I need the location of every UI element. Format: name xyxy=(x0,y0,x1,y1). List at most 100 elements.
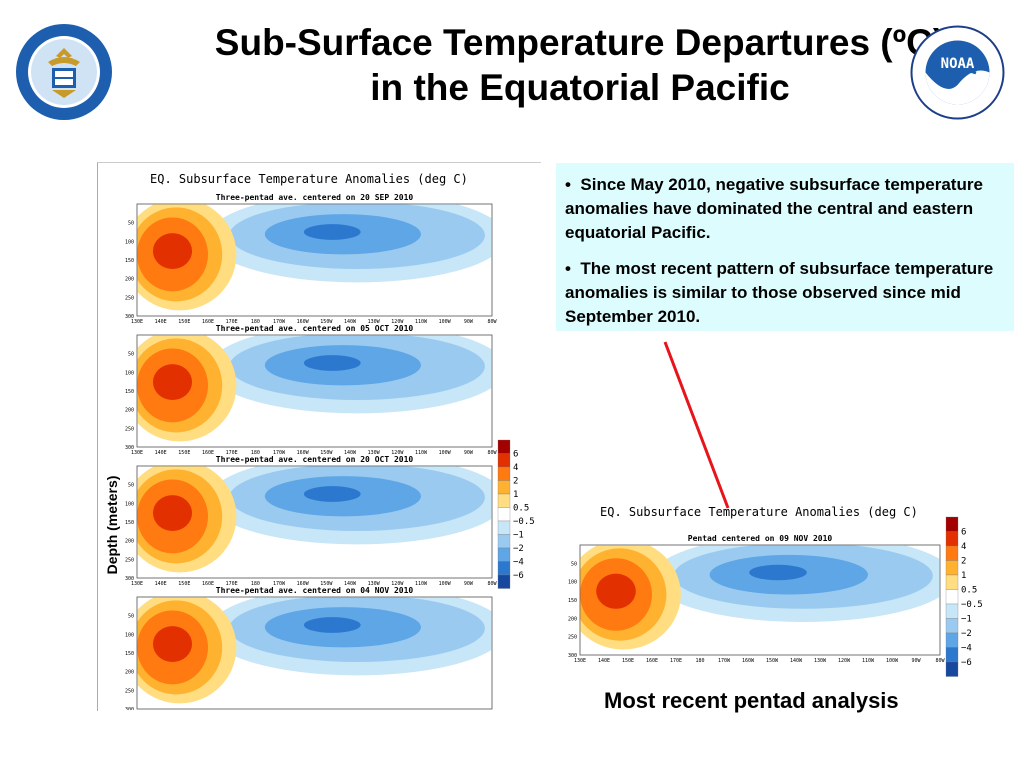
colorbar-label: −1 xyxy=(513,531,524,541)
bullet-1: • Since May 2010, negative subsurface te… xyxy=(565,173,1005,245)
commerce-seal-icon xyxy=(14,22,114,122)
depth-tick-label: 150 xyxy=(125,651,134,657)
depth-tick-label: 50 xyxy=(128,483,134,489)
longitude-tick-label: 170W xyxy=(273,581,286,587)
heatmap-3: Three-pentad ave. centered on 04 NOV 201… xyxy=(125,586,493,710)
depth-tick-label: 250 xyxy=(125,688,134,694)
longitude-tick-label: 140E xyxy=(155,581,167,587)
colorbar-swatch xyxy=(945,545,959,561)
longitude-tick-label: 170W xyxy=(718,658,731,664)
bullet-dot-1: • xyxy=(565,175,581,194)
colorbar-swatch xyxy=(945,603,959,619)
longitude-tick-label: 120W xyxy=(391,450,404,456)
longitude-tick-label: 80W xyxy=(487,319,497,325)
longitude-tick-label: 160W xyxy=(297,319,310,325)
longitude-tick-label: 110W xyxy=(415,450,428,456)
longitude-tick-label: 180 xyxy=(695,658,704,664)
depth-tick-label: 250 xyxy=(568,635,577,641)
depth-tick-label: 100 xyxy=(125,501,134,507)
colorbar-swatch xyxy=(945,632,959,648)
longitude-tick-label: 130W xyxy=(368,450,381,456)
longitude-tick-label: 150E xyxy=(178,450,190,456)
colorbar-label: 0.5 xyxy=(513,504,529,514)
right-chart-title: EQ. Subsurface Temperature Anomalies (de… xyxy=(600,505,918,519)
bullet-1-text: Since May 2010, negative subsurface temp… xyxy=(565,175,983,242)
colorbar-label: −6 xyxy=(961,658,972,668)
title-line-1: Sub-Surface Temperature Departures (ºC) xyxy=(214,22,946,63)
depth-axis-label: Depth (meters) xyxy=(104,475,120,575)
colorbar-label: 6 xyxy=(513,450,518,460)
depth-tick-label: 150 xyxy=(568,598,577,604)
longitude-tick-label: 160W xyxy=(297,450,310,456)
longitude-tick-label: 140W xyxy=(344,450,357,456)
colorbar-label: −4 xyxy=(513,558,524,568)
colorbar-label: 6 xyxy=(961,528,966,538)
depth-tick-label: 200 xyxy=(125,670,134,676)
warm-anomaly-contour xyxy=(596,573,636,609)
cool-anomaly-contour xyxy=(303,486,361,502)
left-heatmaps: Three-pentad ave. centered on 20 SEP 201… xyxy=(125,193,498,710)
depth-tick-label: 150 xyxy=(125,520,134,526)
longitude-tick-label: 100W xyxy=(439,450,452,456)
longitude-tick-label: 150E xyxy=(178,581,190,587)
colorbar-label: 0.5 xyxy=(961,586,977,596)
colorbar-swatch xyxy=(945,574,959,590)
longitude-tick-label: 170E xyxy=(226,319,238,325)
depth-tick-label: 50 xyxy=(571,561,577,567)
longitude-tick-label: 180 xyxy=(251,319,260,325)
depth-tick-label: 100 xyxy=(125,370,134,376)
cool-anomaly-contour xyxy=(303,617,361,633)
warm-anomaly-contour xyxy=(152,233,193,269)
colorbar-swatch xyxy=(945,531,959,547)
right-colorbar: 6 4 2 1 0.5 −0.5 −1 −2 −4 −6 xyxy=(945,516,983,677)
colorbar-swatch xyxy=(497,561,511,576)
longitude-tick-label: 110W xyxy=(415,319,428,325)
longitude-tick-label: 150W xyxy=(320,319,333,325)
depth-tick-label: 50 xyxy=(128,614,134,620)
longitude-tick-label: 110W xyxy=(862,658,875,664)
warm-anomaly-contour xyxy=(152,364,193,400)
longitude-tick-label: 80W xyxy=(487,581,497,587)
depth-tick-label: 300 xyxy=(125,576,134,582)
longitude-tick-label: 140E xyxy=(155,450,167,456)
depth-tick-label: 300 xyxy=(125,445,134,451)
colorbar-label: −0.5 xyxy=(961,600,983,610)
heatmap-2: Three-pentad ave. centered on 20 OCT 201… xyxy=(125,455,498,587)
colorbar-swatch xyxy=(497,520,511,535)
depth-tick-label: 100 xyxy=(568,580,577,586)
longitude-tick-label: 90W xyxy=(911,658,921,664)
longitude-tick-label: 160E xyxy=(646,658,658,664)
notes-box xyxy=(556,163,1014,331)
longitude-tick-label: 160E xyxy=(202,581,214,587)
red-pointer-line xyxy=(663,341,730,509)
colorbar-label: 4 xyxy=(513,463,518,473)
depth-tick-label: 50 xyxy=(128,352,134,358)
colorbar-label: 1 xyxy=(961,571,966,581)
cool-anomaly-contour xyxy=(303,224,361,240)
longitude-tick-label: 170E xyxy=(670,658,682,664)
warm-anomaly-contour xyxy=(152,626,193,662)
cool-anomaly-contour xyxy=(303,355,361,371)
depth-tick-label: 150 xyxy=(125,258,134,264)
pointer-line xyxy=(663,341,730,509)
depth-tick-label: 300 xyxy=(125,707,134,710)
caption: Most recent pentad analysis xyxy=(604,688,899,713)
warm-anomaly-contour xyxy=(152,495,193,531)
colorbar-swatch xyxy=(497,439,511,454)
colorbar-label: −2 xyxy=(513,544,524,554)
depth-tick-label: 200 xyxy=(568,616,577,622)
depth-tick-label: 150 xyxy=(125,389,134,395)
colorbar-swatch xyxy=(945,560,959,576)
longitude-tick-label: 140W xyxy=(344,319,357,325)
left-chart-title: EQ. Subsurface Temperature Anomalies (de… xyxy=(150,172,468,186)
depth-tick-label: 100 xyxy=(125,239,134,245)
longitude-tick-label: 140W xyxy=(790,658,803,664)
longitude-tick-label: 90W xyxy=(464,581,474,587)
colorbar-swatch xyxy=(497,493,511,508)
colorbar-label: −1 xyxy=(961,615,972,625)
longitude-tick-label: 150E xyxy=(178,319,190,325)
bullet-2-text: The most recent pattern of subsurface te… xyxy=(565,259,994,326)
longitude-tick-label: 170W xyxy=(273,319,286,325)
colorbar-label: −6 xyxy=(513,571,524,581)
longitude-tick-label: 120W xyxy=(391,581,404,587)
